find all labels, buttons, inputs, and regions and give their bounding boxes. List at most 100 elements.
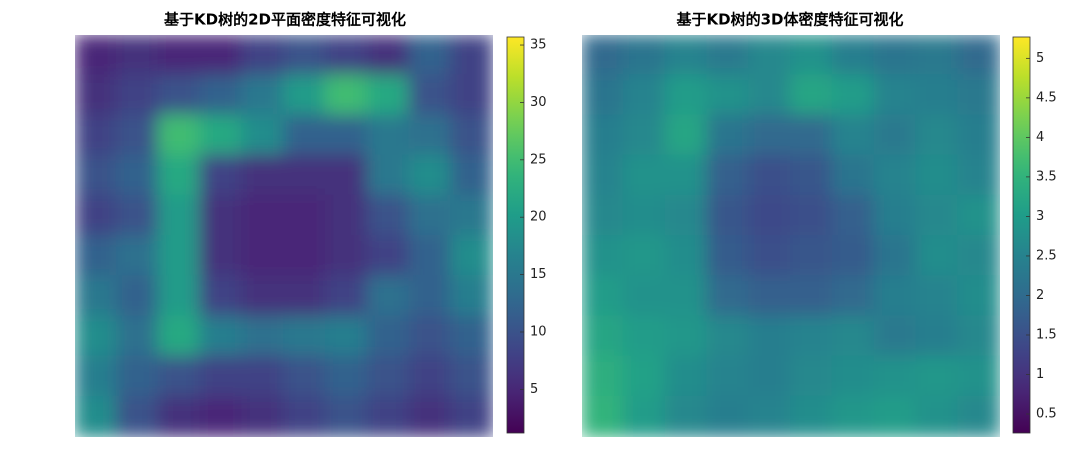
density-cell: [75, 194, 118, 237]
density-cell: [831, 235, 876, 278]
density-cell: [664, 355, 709, 398]
density-cell: [283, 35, 327, 77]
density-cell: [622, 395, 667, 437]
density-cell: [283, 275, 327, 318]
density-cell: [241, 114, 285, 157]
density-cell: [915, 35, 960, 77]
density-cell: [664, 194, 709, 237]
density-cell: [748, 74, 792, 117]
density-cell: [199, 154, 244, 197]
density-cell: [957, 154, 1000, 197]
density-cell: [873, 235, 918, 278]
density-cell: [622, 355, 667, 398]
density-cell: [450, 395, 493, 437]
density-cell: [283, 194, 327, 237]
colorbar-tick-label: 3: [1036, 209, 1044, 224]
density-cell: [366, 235, 411, 278]
density-cell: [157, 35, 202, 77]
density-cell: [831, 355, 876, 398]
colorbar-tick-label: 1.5: [1036, 327, 1057, 342]
chart-title: 基于KD树的2D平面密度特征可视化: [163, 11, 406, 29]
density-cell: [748, 194, 792, 237]
density-cell: [157, 194, 202, 237]
density-cell: [157, 235, 202, 278]
density-cell: [706, 355, 751, 398]
density-cell: [790, 114, 834, 157]
density-cell: [957, 355, 1000, 398]
density-cell: [957, 395, 1000, 437]
colorbar-tick-label: 2: [1036, 288, 1044, 303]
density-cell: [408, 235, 453, 278]
density-cell: [283, 395, 327, 437]
density-cell: [748, 395, 792, 437]
density-cell: [664, 74, 709, 117]
density-cell: [664, 35, 709, 77]
density-cell: [706, 74, 751, 117]
density-cell: [748, 35, 792, 77]
density-field: [75, 35, 493, 437]
density-cell: [664, 114, 709, 157]
colorbar-tick-label: 15: [530, 267, 547, 282]
density-cell: [283, 74, 327, 117]
density-cell: [157, 154, 202, 197]
density-cell: [706, 114, 751, 157]
colorbar-tick-label: 30: [530, 95, 547, 110]
density-cell: [283, 114, 327, 157]
density-cell: [873, 35, 918, 77]
density-cell: [915, 74, 960, 117]
density-cell: [790, 315, 834, 358]
density-cell: [450, 74, 493, 117]
density-cell: [157, 74, 202, 117]
density-cell: [831, 275, 876, 318]
density-cell: [664, 154, 709, 197]
density-cell: [790, 35, 834, 77]
colorbar-tick-label: 35: [530, 38, 547, 53]
density-cell: [664, 395, 709, 437]
density-cell: [324, 355, 369, 398]
colorbar-tick-label: 3.5: [1036, 169, 1057, 184]
density-field: [582, 35, 1000, 437]
density-cell: [957, 114, 1000, 157]
density-cell: [366, 315, 411, 358]
density-cell: [957, 315, 1000, 358]
density-cell: [75, 355, 118, 398]
density-cell: [915, 194, 960, 237]
density-cell: [366, 154, 411, 197]
density-cell: [790, 275, 834, 318]
density-cell: [115, 275, 160, 318]
density-cell: [706, 395, 751, 437]
density-cell: [408, 275, 453, 318]
density-cell: [957, 35, 1000, 77]
density-cell: [582, 275, 625, 318]
colorbar-tick-label: 10: [530, 324, 547, 339]
density-cell: [408, 355, 453, 398]
density-cell: [582, 235, 625, 278]
density-cell: [199, 395, 244, 437]
density-cell: [157, 315, 202, 358]
density-cell: [75, 275, 118, 318]
density-cell: [450, 154, 493, 197]
density-cell: [115, 395, 160, 437]
density-cell: [75, 395, 118, 437]
density-cell: [408, 114, 453, 157]
density-cell: [199, 235, 244, 278]
density-cell: [450, 275, 493, 318]
density-cell: [582, 154, 625, 197]
density-cell: [324, 154, 369, 197]
density-cell: [915, 275, 960, 318]
density-cell: [324, 235, 369, 278]
density-cell: [450, 114, 493, 157]
density-cell: [157, 355, 202, 398]
colorbar-tick-label: 5: [530, 382, 538, 397]
density-cell: [75, 74, 118, 117]
density-cell: [915, 395, 960, 437]
density-cell: [622, 315, 667, 358]
density-cell: [748, 275, 792, 318]
colorbar: [1012, 36, 1031, 434]
density-cell: [582, 114, 625, 157]
density-cell: [957, 74, 1000, 117]
density-cell: [324, 114, 369, 157]
density-cell: [664, 315, 709, 358]
density-cell: [748, 235, 792, 278]
